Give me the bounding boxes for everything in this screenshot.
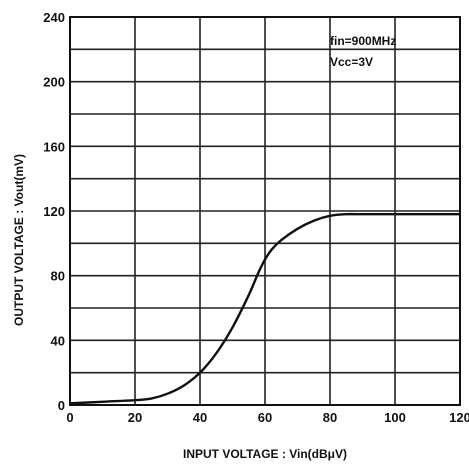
conditions-box: fin=900MHz Vcc=3V: [330, 34, 396, 69]
y-tick-label: 120: [43, 204, 65, 219]
x-tick-label: 120: [449, 410, 469, 425]
series-layer: [69, 212, 460, 405]
y-tick-label: 40: [51, 333, 65, 348]
x-tick-label: 40: [193, 410, 207, 425]
y-tick-label: 80: [51, 269, 65, 284]
y-tick-label: 200: [43, 75, 65, 90]
x-tick-label: 100: [384, 410, 406, 425]
y-tick-label: 240: [43, 10, 65, 25]
condition-frequency: fin=900MHz: [330, 34, 396, 48]
y-tick-label: 160: [43, 139, 65, 154]
grid: [70, 17, 460, 405]
x-tick-label: 80: [323, 410, 337, 425]
x-axis-title: INPUT VOLTAGE : Vin(dBμV): [183, 447, 347, 461]
y-axis-title: OUTPUT VOLTAGE : Vout(mV): [12, 154, 26, 326]
x-tick-label: 60: [258, 410, 272, 425]
output-voltage-curve: [69, 212, 460, 405]
plot-frame: [69, 16, 461, 406]
x-tick-label: 20: [128, 410, 142, 425]
x-tick-label: 0: [66, 410, 73, 425]
y-tick-labels: 0 40 80 120 160 200 240: [43, 10, 65, 413]
y-tick-label: 0: [58, 398, 65, 413]
x-tick-labels: 0 20 40 60 80 100 120: [66, 410, 469, 425]
condition-supply-voltage: Vcc=3V: [330, 55, 373, 69]
